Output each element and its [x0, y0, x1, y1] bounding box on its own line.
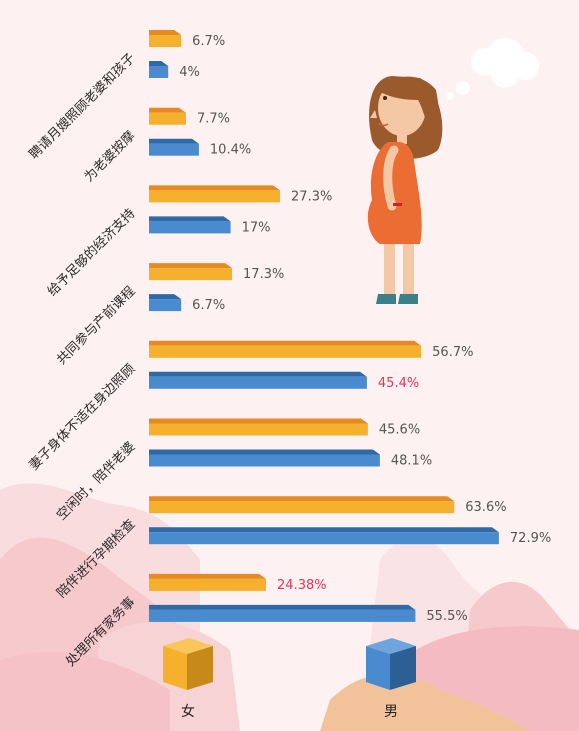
legend-male-label: 男: [384, 704, 398, 720]
legend-female-cube-icon: [163, 638, 213, 690]
value-labels: 6.7% 4% 7.7% 10.4% 27.3% 17% 17.3% 6.7% 56.7% 45.…: [179, 34, 551, 624]
value-label: 56.7%: [432, 345, 473, 360]
bar-male-3: [149, 294, 182, 312]
bar-top-face: [149, 294, 182, 300]
bar-top-face: [149, 604, 416, 610]
value-label: 27.3%: [291, 189, 332, 204]
value-label: 4%: [179, 65, 200, 80]
bar-front-face: [149, 190, 281, 203]
bar-top-face: [149, 30, 182, 35]
value-label: 10.4%: [210, 143, 251, 158]
bar-front-face: [149, 35, 182, 47]
bar-front-face: [149, 112, 186, 125]
legend-male-cube-icon: [366, 638, 416, 690]
value-label: 6.7%: [192, 34, 225, 49]
bar-female-2: [149, 185, 281, 203]
bar-female-3: [149, 263, 233, 281]
bar-top-face: [149, 340, 422, 346]
value-label: 45.4%: [378, 376, 419, 391]
bar-female-5: [149, 418, 368, 436]
category-label: 共同参与产前课程: [54, 283, 139, 368]
bar-top-face: [149, 371, 367, 377]
bar-top-face: [149, 449, 380, 455]
pregnant-woman-illustration: [367, 76, 443, 304]
category-label: 给予足够的经济支持: [44, 205, 138, 299]
bar-male-6: [149, 527, 499, 545]
bar-top-face: [149, 263, 233, 269]
bar-front-face: [149, 221, 231, 234]
bars: [149, 30, 499, 622]
bar-front-face: [149, 532, 499, 545]
background-hills: [0, 483, 579, 731]
bar-female-1: [149, 107, 186, 125]
bar-female-7: [149, 573, 267, 591]
bar-top-face: [149, 418, 368, 424]
value-label: 6.7%: [192, 298, 225, 313]
bar-top-face: [149, 185, 281, 191]
bar-front-face: [149, 268, 233, 281]
bar-front-face: [149, 423, 368, 436]
value-label: 17.3%: [243, 267, 284, 282]
bar-front-face: [149, 454, 380, 467]
value-label: 72.9%: [510, 531, 551, 546]
value-label: 17%: [242, 220, 271, 235]
bar-front-face: [149, 345, 422, 358]
bar-front-face: [149, 299, 182, 312]
value-label: 48.1%: [391, 454, 432, 469]
value-label: 63.6%: [465, 500, 506, 515]
value-label: 55.5%: [426, 609, 467, 624]
bar-front-face: [149, 376, 367, 389]
bar-front-face: [149, 143, 199, 156]
bar-top-face: [149, 61, 169, 66]
bar-top-face: [149, 527, 499, 533]
bar-male-1: [149, 138, 199, 156]
bar-female-6: [149, 496, 455, 514]
bar-top-face: [149, 496, 455, 502]
bar-front-face: [149, 66, 169, 78]
bar-male-0: [149, 61, 169, 78]
bar-female-0: [149, 30, 182, 47]
bar-male-5: [149, 449, 380, 467]
bar-top-face: [149, 573, 267, 579]
value-label: 7.7%: [197, 112, 230, 127]
value-label: 45.6%: [379, 423, 420, 438]
bar-male-4: [149, 371, 367, 389]
bar-front-face: [149, 578, 267, 591]
value-label: 24.38%: [277, 578, 327, 593]
bar-male-2: [149, 216, 231, 234]
bar-male-7: [149, 604, 416, 622]
thought-bubble: [446, 38, 539, 100]
bar-front-face: [149, 609, 416, 622]
bar-top-face: [149, 138, 199, 144]
bar-front-face: [149, 501, 455, 514]
legend-female-label: 女: [181, 703, 195, 720]
bar-female-4: [149, 340, 422, 358]
legend: 女 男: [163, 638, 416, 720]
bar-top-face: [149, 107, 186, 113]
category-label: 为老婆按摩: [81, 128, 138, 185]
bar-top-face: [149, 216, 231, 222]
